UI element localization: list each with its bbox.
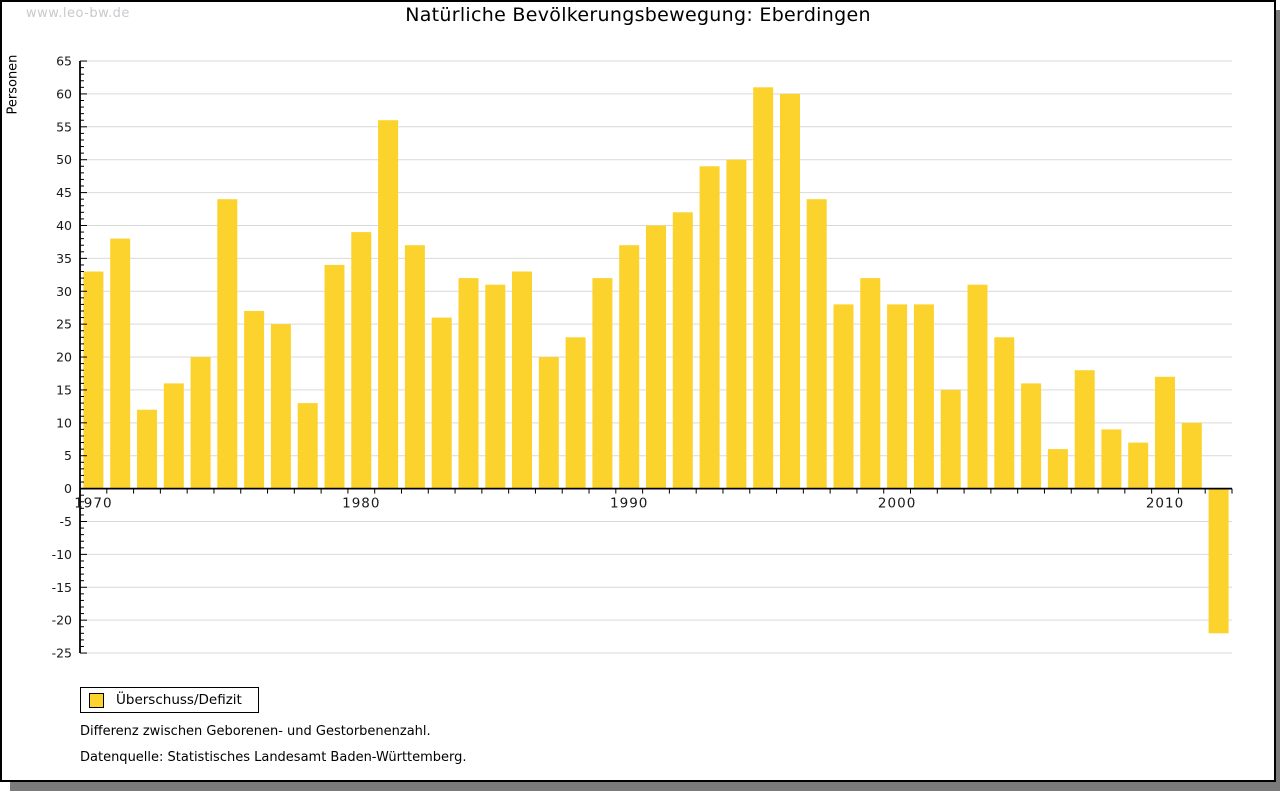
y-tick-label--5: -5: [60, 514, 72, 529]
bar-1996: [780, 93, 800, 489]
bar-1998: [833, 304, 854, 489]
bar-1981: [378, 120, 399, 489]
bar-1973: [163, 383, 184, 489]
y-tick-label--15: -15: [52, 580, 72, 595]
y-tick-label-5: 5: [64, 448, 72, 463]
y-tick-label-15: 15: [56, 382, 72, 397]
x-tick-label-2010: 2010: [1146, 496, 1184, 512]
bar-2009: [1128, 442, 1149, 489]
bar-chart: 65605550454035302520151050-5-10-15-20-25…: [52, 54, 1233, 661]
bar-1976: [244, 311, 265, 489]
bar-1972: [137, 409, 157, 489]
bar-1984: [458, 278, 479, 489]
bar-2001: [913, 304, 934, 489]
y-tick-label--10: -10: [52, 547, 72, 562]
x-tick-label-1970: 1970: [74, 496, 112, 512]
bar-1980: [351, 232, 372, 489]
bar-2007: [1074, 370, 1095, 489]
y-tick-label-50: 50: [56, 152, 72, 167]
bar-1988: [565, 337, 586, 489]
bar-2004: [994, 337, 1015, 489]
y-tick-label-0: 0: [64, 481, 72, 496]
y-tick-label-30: 30: [56, 284, 72, 299]
x-tick-label-2000: 2000: [878, 496, 916, 512]
bar-1997: [806, 199, 827, 489]
bar-2008: [1101, 429, 1122, 489]
bar-1975: [217, 199, 238, 489]
bar-1983: [431, 317, 452, 489]
bar-1991: [646, 225, 666, 489]
bar-2006: [1047, 449, 1068, 489]
legend: Überschuss/Defizit: [80, 687, 259, 713]
y-tick-label--20: -20: [52, 613, 72, 628]
bar-1978: [297, 403, 318, 489]
bar-1992: [672, 212, 693, 489]
y-tick-label-10: 10: [56, 415, 72, 430]
data-source: Datenquelle: Statistisches Landesamt Bad…: [80, 750, 467, 765]
chart-title: Natürliche Bevölkerungsbewegung: Eberdin…: [405, 4, 871, 26]
bar-1971: [110, 238, 131, 489]
x-tick-label-1980: 1980: [342, 496, 380, 512]
bar-1986: [512, 271, 532, 489]
bar-1987: [538, 357, 559, 489]
legend-swatch-icon: [89, 692, 104, 708]
bar-1970: [83, 271, 104, 489]
chart-description: Differenz zwischen Geborenen- und Gestor…: [80, 724, 431, 739]
y-tick-label-40: 40: [56, 218, 72, 233]
bar-1977: [270, 324, 291, 489]
y-tick-label-60: 60: [56, 86, 72, 101]
bar-2012: [1208, 488, 1229, 634]
bar-1985: [485, 284, 506, 489]
bar-1974: [190, 357, 211, 489]
y-tick-label-25: 25: [56, 317, 72, 332]
y-tick-label-55: 55: [56, 119, 72, 134]
bar-1994: [726, 159, 747, 489]
bar-2003: [967, 284, 988, 489]
bar-2011: [1181, 422, 1202, 489]
y-tick-label-20: 20: [56, 350, 72, 365]
bar-1993: [699, 166, 720, 489]
bar-2000: [887, 304, 908, 489]
y-tick-label--25: -25: [52, 646, 72, 661]
bar-2010: [1155, 376, 1175, 489]
bar-1989: [592, 278, 613, 489]
bar-1982: [404, 245, 425, 489]
x-tick-label-1990: 1990: [610, 496, 648, 512]
bar-2002: [940, 389, 961, 489]
bar-1990: [619, 245, 640, 489]
y-tick-label-45: 45: [56, 185, 72, 200]
watermark: www.leo-bw.de: [26, 6, 130, 21]
bar-1995: [753, 87, 774, 489]
bar-1999: [860, 278, 881, 489]
bar-2005: [1021, 383, 1042, 489]
y-tick-label-65: 65: [56, 54, 72, 69]
bar-1979: [324, 264, 345, 489]
y-tick-label-35: 35: [56, 251, 72, 266]
legend-label: Überschuss/Defizit: [116, 692, 242, 708]
